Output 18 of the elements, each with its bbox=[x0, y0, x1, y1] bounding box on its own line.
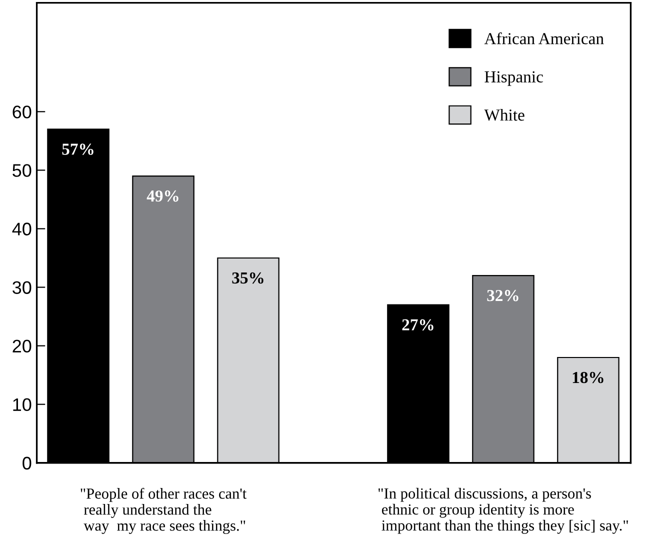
y-tick-label: 60 bbox=[12, 106, 32, 118]
legend-label: White bbox=[484, 108, 524, 121]
data-label: 18% bbox=[572, 372, 604, 384]
data-label: 32% bbox=[487, 290, 518, 302]
data-label: 27% bbox=[402, 319, 434, 330]
data-label: 57% bbox=[62, 144, 94, 155]
y-tick-label: 20 bbox=[12, 340, 32, 353]
y-tick-label: 0 bbox=[22, 456, 32, 470]
data-label: 49% bbox=[146, 190, 178, 202]
data-label: 35% bbox=[232, 272, 264, 284]
y-tick-label: 10 bbox=[13, 398, 32, 412]
legend-label: African American bbox=[484, 32, 604, 44]
x-tick-label: "In political discussions, a person's ethnic or group identity is more important than the things they [sic] say." bbox=[378, 488, 628, 534]
legend-label: Hispanic bbox=[484, 71, 543, 86]
x-tick-label: "People of other races can't really understand the way my race sees things." bbox=[80, 488, 247, 534]
y-tick-label: 40 bbox=[12, 222, 32, 236]
y-tick-label: 50 bbox=[12, 164, 32, 177]
y-tick-label: 30 bbox=[12, 281, 32, 294]
